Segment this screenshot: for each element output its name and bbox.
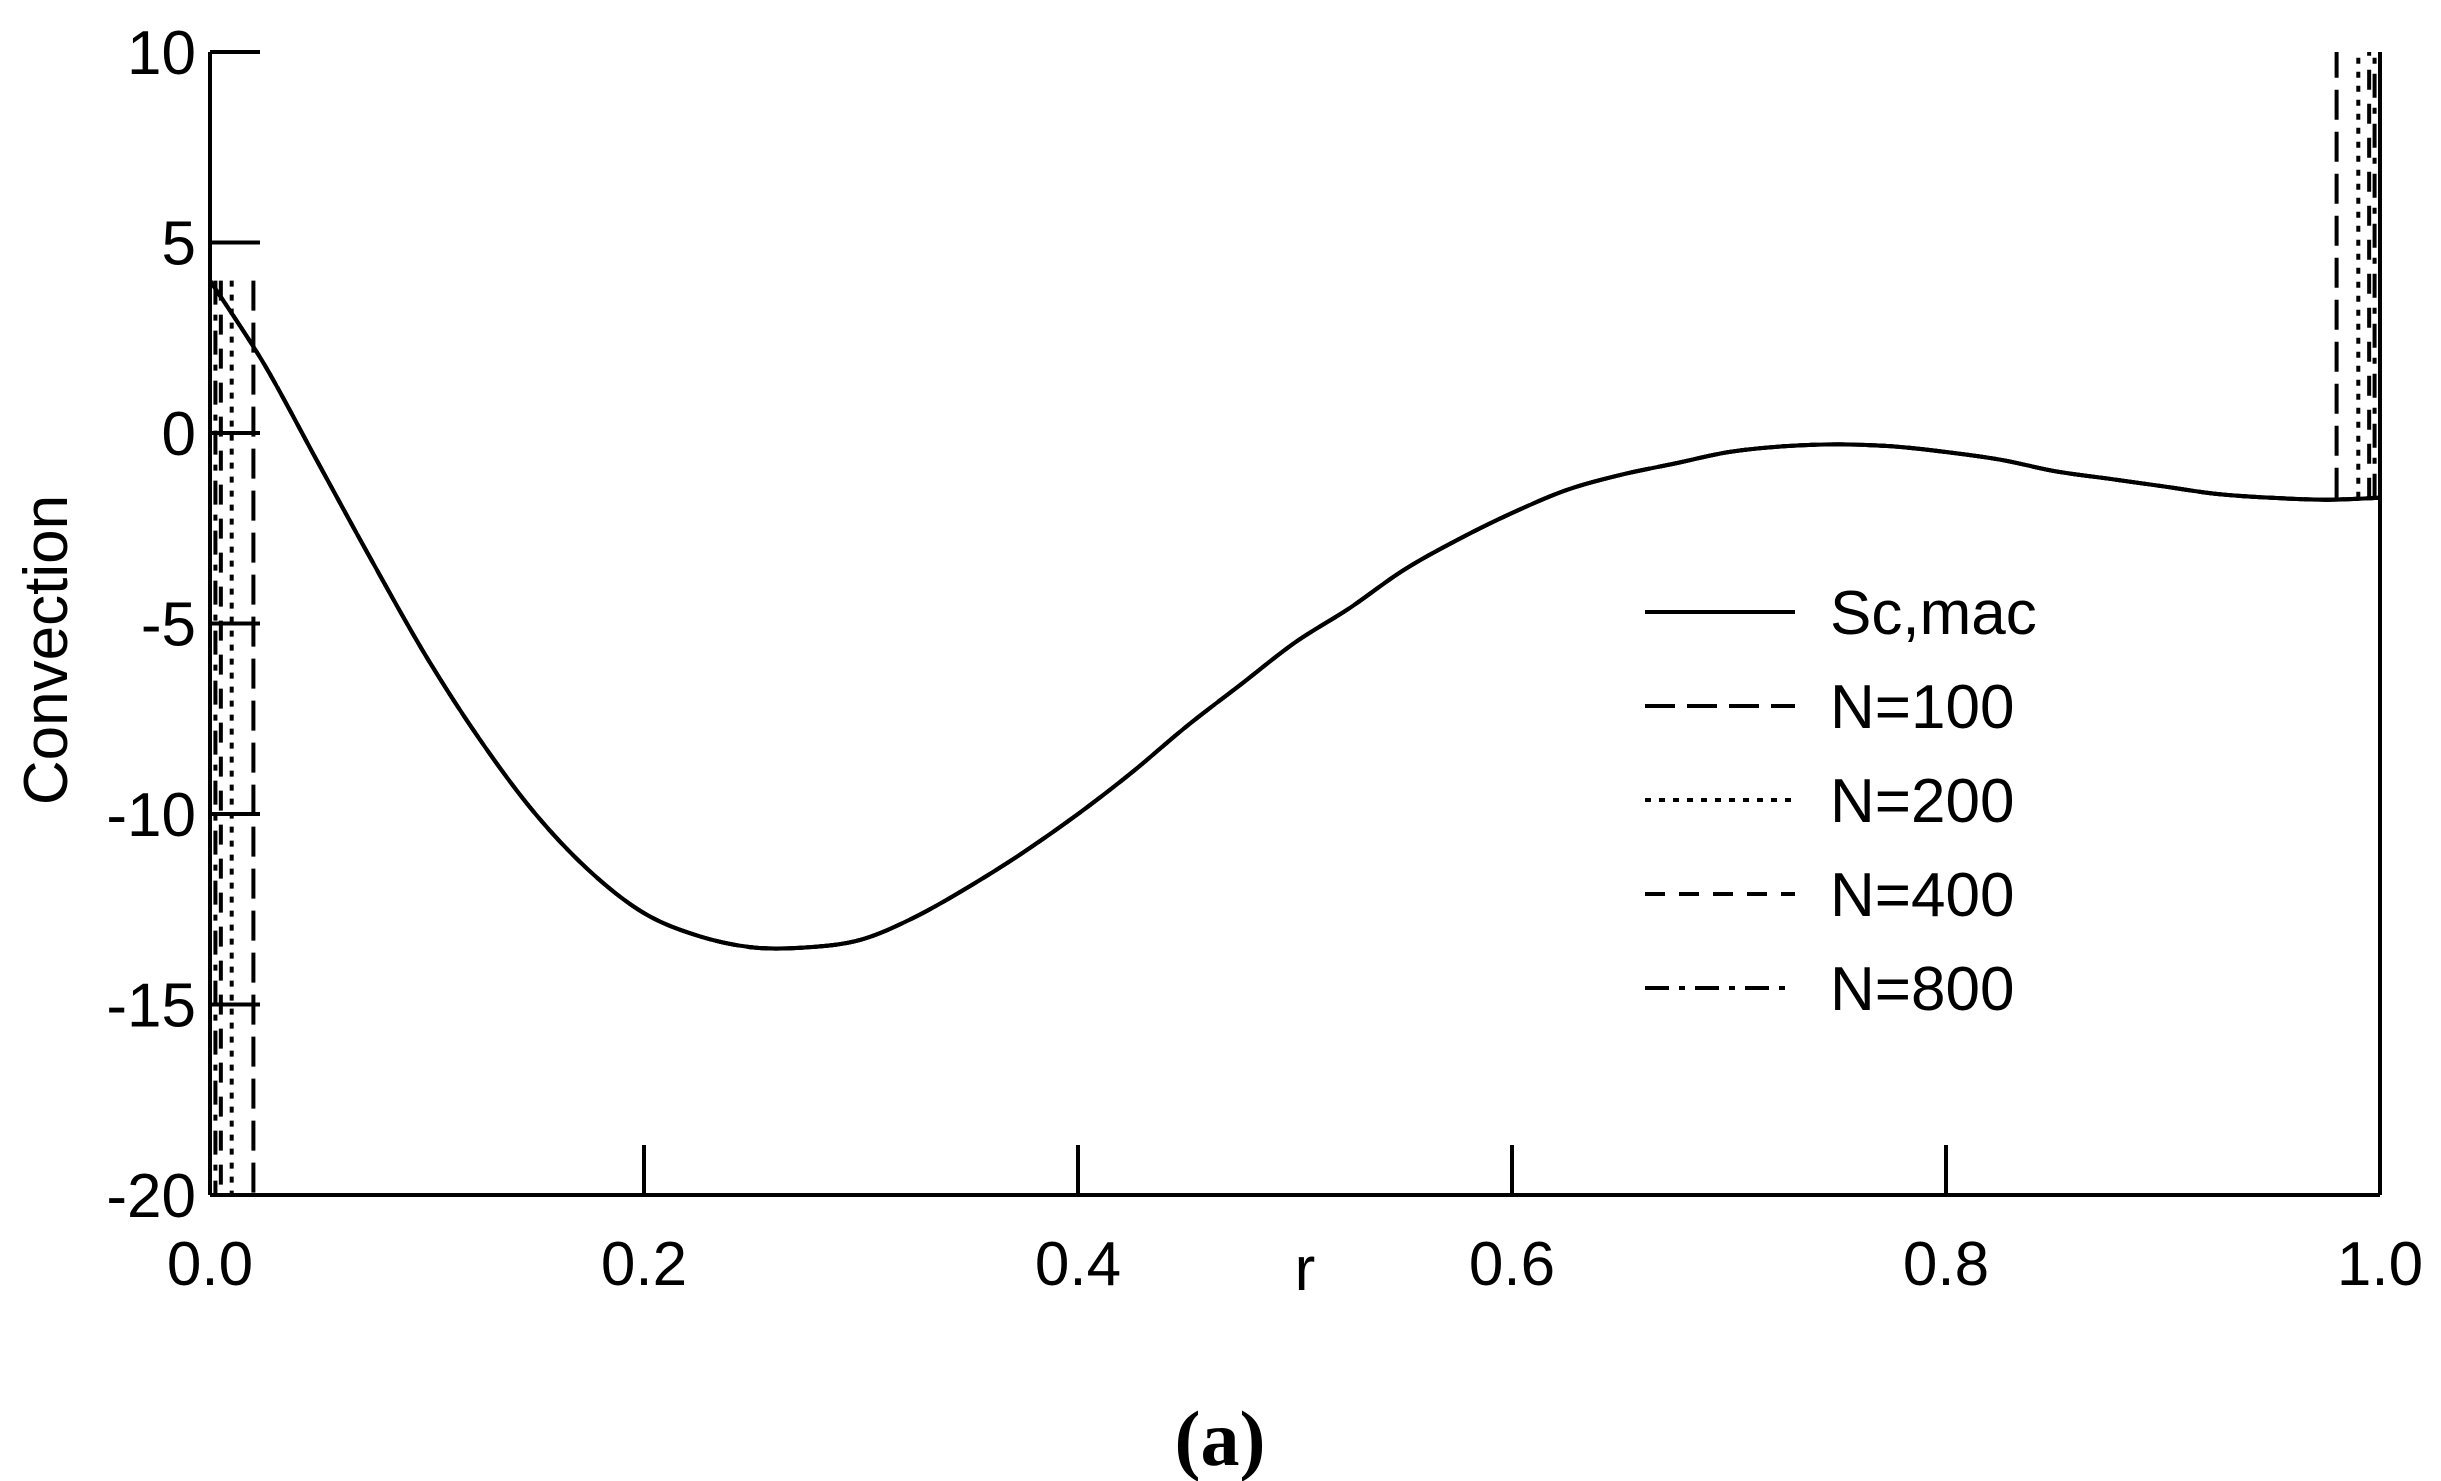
legend: Sc,mac N=100 N=200 N=400 N=800 (1645, 579, 2037, 1024)
boundary-spikes (208, 52, 2382, 1195)
y-tick-label: -20 (106, 1162, 196, 1231)
y-tick-label: 10 (127, 19, 196, 88)
y-tick-label: 0 (162, 400, 196, 469)
y-tick-label: -5 (141, 591, 196, 660)
series-line-n-400 (208, 279, 2381, 951)
x-tick-label: 0.2 (601, 1230, 687, 1299)
legend-label: N=100 (1830, 673, 2014, 742)
y-tick-label: -15 (106, 972, 196, 1041)
y-tick-label: 5 (162, 210, 196, 279)
series-line-n-100 (208, 279, 2381, 951)
x-tick-label: 0.8 (1903, 1230, 1989, 1299)
panel-label: (a) (1175, 1395, 1266, 1481)
x-tick-label: 0.6 (1469, 1230, 1555, 1299)
curve-layer (208, 279, 2381, 951)
series-line-n-200 (208, 279, 2381, 951)
x-tick-label: 1.0 (2337, 1230, 2423, 1299)
ticks: 0.0 0.2 0.4 0.6 0.8 1.0 10 5 0 -5 -10 -15 -20 (106, 19, 2423, 1299)
series-line-n-800 (208, 279, 2381, 951)
x-tick-label: 0.4 (1035, 1230, 1121, 1299)
series-line-sc-mac (208, 279, 2381, 951)
x-tick-label: 0.0 (167, 1230, 253, 1299)
legend-label: N=400 (1830, 861, 2014, 930)
legend-label: N=800 (1830, 955, 2014, 1024)
legend-label: Sc,mac (1830, 579, 2037, 648)
axes (208, 52, 2382, 1197)
y-tick-label: -10 (106, 781, 196, 850)
legend-label: N=200 (1830, 767, 2014, 836)
y-axis-label: Convection (12, 495, 81, 805)
x-axis-label: r (1295, 1235, 1316, 1304)
